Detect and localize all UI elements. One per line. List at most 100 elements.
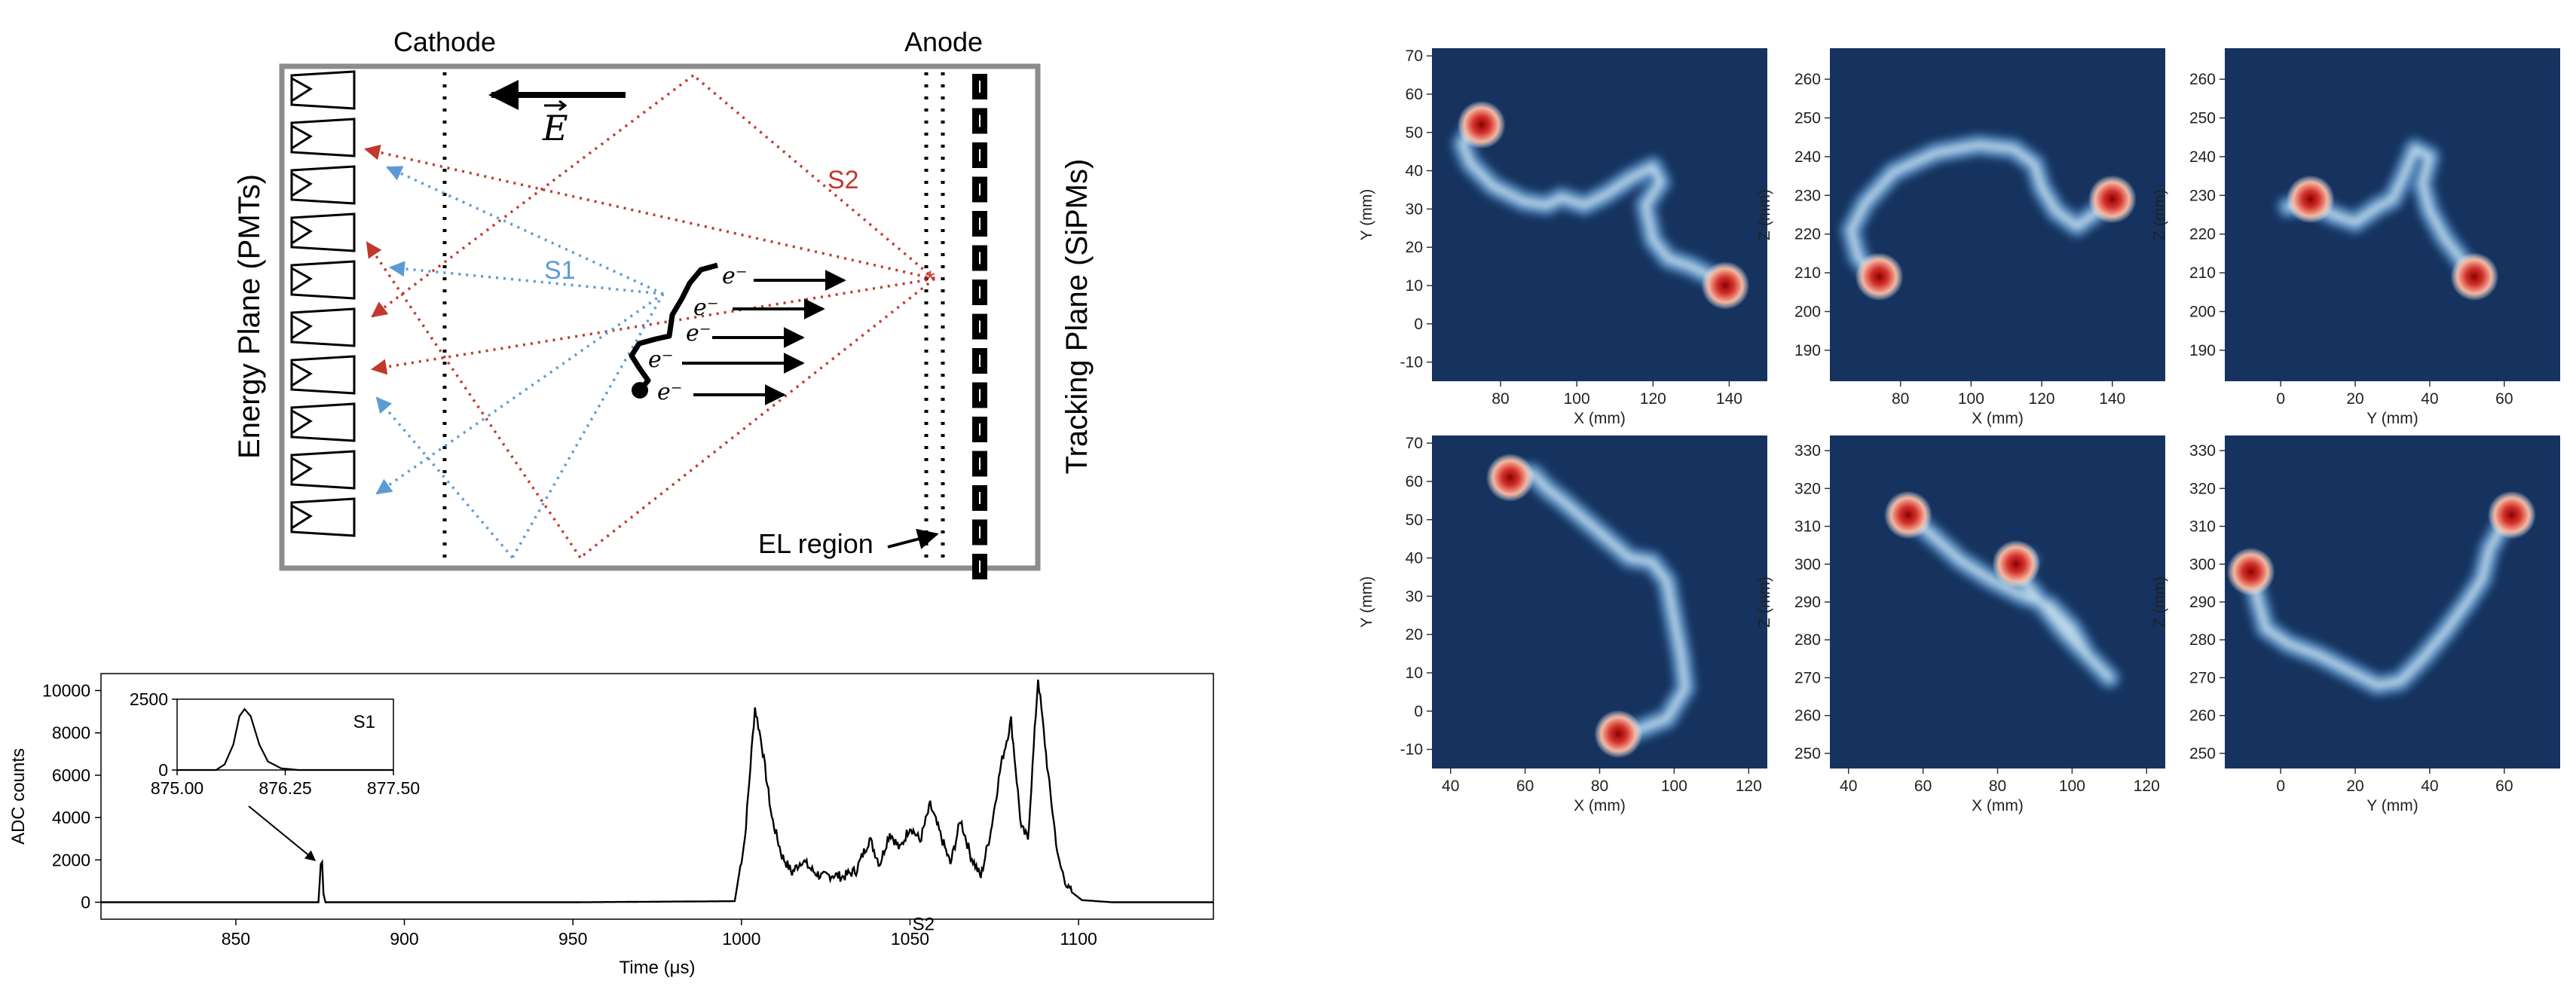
ytick-label: 280 [2189, 631, 2216, 649]
ytick-label: 30 [1406, 588, 1423, 605]
ytick-label: 200 [1794, 303, 1821, 320]
s2-annotation: S2 [913, 915, 935, 935]
heatmap-panel-2: 80 100 120 140 190 200 210 220 230 240 250 260 X (mm… [1756, 48, 2165, 427]
pmt-10 [290, 497, 356, 537]
ytick-label: 300 [1794, 556, 1821, 573]
xtick-label: 100 [2059, 778, 2085, 795]
ytick-label: 280 [1794, 631, 1821, 649]
heatmap-ylabel: Z (mm) [2151, 189, 2168, 240]
ytick-label: 40 [1406, 163, 1423, 180]
xtick-label: 80 [1591, 778, 1608, 795]
heatmap-ylabel: Z (mm) [2151, 576, 2168, 628]
heatmap-panel-4: 40 60 80 100 120 -10 0 10 20 30 40 50 60 70 X (mm) Y (m… [1358, 435, 1767, 814]
ytick-label: 310 [1794, 518, 1821, 536]
xtick-label: 1100 [1060, 929, 1097, 949]
ytick-label: 220 [2189, 226, 2216, 243]
heatmap-ylabel: Z (mm) [1756, 576, 1773, 628]
xtick-label: 120 [2134, 778, 2160, 795]
field-vector-head [558, 99, 568, 112]
s2-rays [363, 74, 936, 559]
ytick-label: 230 [1794, 187, 1821, 204]
s1-label: S1 [544, 256, 576, 285]
ytick-label: 10 [1406, 277, 1423, 295]
pmt-6 [290, 307, 356, 347]
ytick-label: 70 [1406, 47, 1423, 65]
detector-frame [279, 63, 1041, 571]
ytick-label: 60 [1406, 473, 1423, 490]
ytick-label: 290 [1794, 594, 1821, 611]
ytick-label: 0 [81, 893, 90, 912]
pmt-8 [290, 402, 356, 442]
energy-blob [1855, 252, 1904, 301]
inset-ytick-label: 0 [158, 760, 168, 780]
xtick-label: 40 [1442, 778, 1459, 795]
xtick-label: 850 [222, 929, 250, 949]
ytick-label: 30 [1406, 200, 1423, 218]
ytick-label: 270 [2189, 669, 2216, 686]
svg-text:e⁻: e⁻ [686, 320, 711, 347]
svg-text:e⁻: e⁻ [648, 347, 674, 373]
ytick-label: 260 [1794, 71, 1821, 88]
ytick-label: 40 [1406, 550, 1423, 567]
ytick-label: 0 [1414, 316, 1423, 333]
ytick-label: 190 [1794, 342, 1821, 359]
xtick-label: 120 [1736, 778, 1762, 795]
energy-blob [1701, 261, 1750, 310]
inset-xtick-label: 877.50 [367, 778, 420, 798]
pmt-7 [290, 355, 356, 395]
ytick-label: 200 [2189, 303, 2216, 320]
pmt-5 [290, 260, 356, 300]
track-core [1502, 469, 1690, 738]
xtick-label: 60 [1516, 778, 1534, 795]
heatmap-background [1432, 48, 1767, 381]
xtick-label: 100 [1564, 390, 1590, 408]
xtick-label: 120 [2029, 390, 2055, 408]
svg-text:e⁻: e⁻ [657, 379, 683, 405]
ytick-label: 70 [1406, 435, 1423, 452]
inset-ytick-label: 2500 [130, 689, 168, 709]
el-region-label: EL region [758, 528, 873, 559]
energy-blob [2487, 490, 2536, 539]
heatmap-xlabel: X (mm) [1574, 410, 1626, 427]
track-core [1458, 128, 1730, 290]
ytick-label: 320 [2189, 480, 2216, 497]
energy-plane-label: Energy Plane (PMTs) [233, 174, 266, 459]
detector-diagram: * E e⁻ e⁻ e⁻ e⁻ e⁻ Cathode Anode S1 S2 E… [233, 26, 1094, 579]
waveform-chart: 0 2000 4000 6000 8000 10000 850 900 950 1000 1050 1… [8, 673, 1214, 978]
s2-label: S2 [828, 166, 859, 194]
xtick-label: 80 [1491, 390, 1509, 408]
sipm-array [972, 74, 987, 579]
ytick-label: 20 [1406, 239, 1423, 256]
energy-blob [2088, 175, 2137, 224]
ytick-label: 6000 [52, 765, 90, 785]
ytick-label: 260 [2189, 71, 2216, 88]
energy-blob [1594, 710, 1643, 759]
xtick-label: 40 [2421, 390, 2438, 408]
ytick-label: 310 [2189, 518, 2216, 536]
xtick-label: 950 [558, 929, 587, 949]
heatmap-xlabel: X (mm) [1972, 797, 2024, 814]
ytick-label: 250 [2189, 110, 2216, 127]
energy-blob [2450, 252, 2499, 301]
heatmap-background [2225, 435, 2560, 769]
energy-blob [1883, 490, 1932, 539]
energy-blob [2286, 175, 2335, 224]
energy-blob [1457, 100, 1506, 149]
track-vertex [632, 382, 648, 399]
xtick-label: 40 [2421, 778, 2438, 795]
ytick-label: 50 [1406, 512, 1423, 529]
ytick-label: 10000 [42, 680, 90, 700]
s1-rays [375, 166, 665, 559]
pmt-1 [290, 70, 356, 110]
ytick-label: 210 [1794, 264, 1821, 282]
ytick-label: 260 [1794, 707, 1821, 725]
heatmap-xlabel: X (mm) [1574, 797, 1626, 814]
ytick-label: 8000 [52, 723, 90, 743]
track-core [1846, 141, 2117, 281]
xtick-label: 40 [1840, 778, 1857, 795]
inset-axes [176, 698, 394, 771]
ytick-label: 270 [1794, 669, 1821, 686]
pmt-4 [290, 212, 356, 252]
ytick-label: 240 [2189, 148, 2216, 166]
